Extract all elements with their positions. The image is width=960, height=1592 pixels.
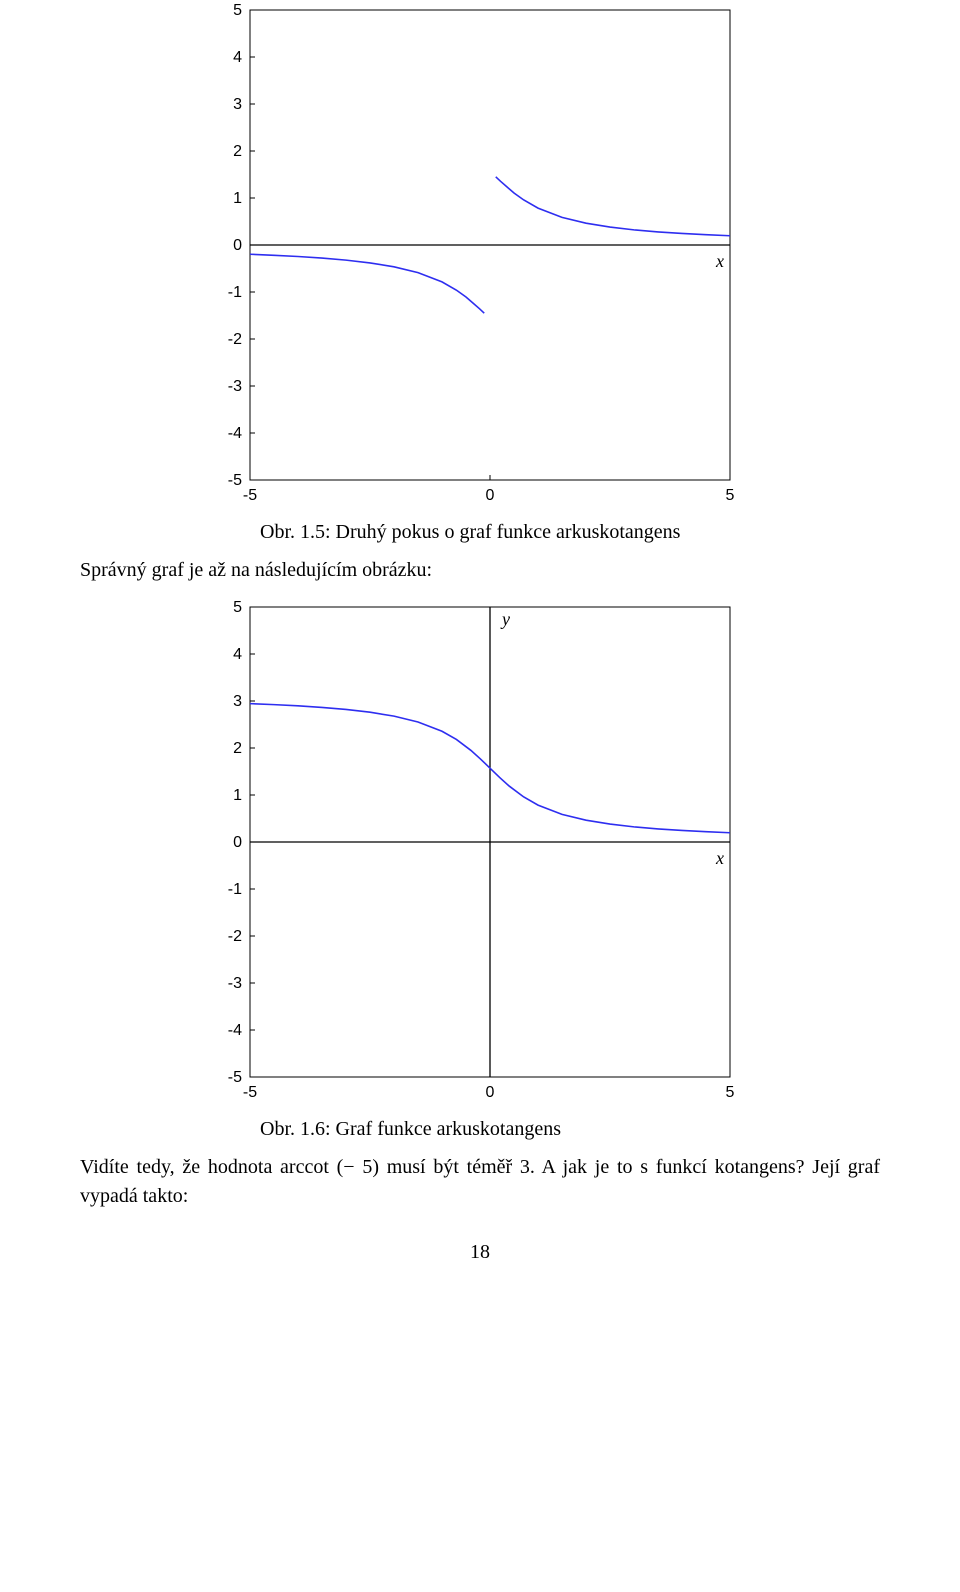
svg-text:4: 4 — [233, 49, 242, 66]
svg-text:1: 1 — [233, 190, 242, 207]
svg-text:3: 3 — [233, 693, 242, 710]
svg-text:-5: -5 — [243, 487, 257, 504]
svg-text:-5: -5 — [228, 472, 242, 489]
svg-text:5: 5 — [726, 1084, 735, 1101]
svg-text:0: 0 — [233, 834, 242, 851]
svg-text:5: 5 — [233, 2, 242, 19]
svg-text:x: x — [715, 251, 724, 271]
svg-text:2: 2 — [233, 143, 242, 160]
svg-text:-5: -5 — [243, 1084, 257, 1101]
svg-text:-3: -3 — [228, 378, 242, 395]
svg-text:-4: -4 — [228, 425, 242, 442]
svg-text:4: 4 — [233, 646, 242, 663]
chart-1: -5 -4 -3 -2 -1 0 1 2 3 4 5 -5 0 5 x — [200, 0, 760, 510]
svg-text:1: 1 — [233, 787, 242, 804]
figure-1-5-caption: Obr. 1.5: Druhý pokus o graf funkce arku… — [80, 521, 880, 544]
svg-text:-3: -3 — [228, 975, 242, 992]
chart-2-container: -5 -4 -3 -2 -1 0 1 2 3 4 5 -5 0 5 x y — [200, 597, 760, 1112]
svg-text:0: 0 — [486, 1084, 495, 1101]
svg-text:x: x — [715, 848, 724, 868]
svg-text:-5: -5 — [228, 1069, 242, 1086]
svg-text:3: 3 — [233, 96, 242, 113]
svg-text:2: 2 — [233, 740, 242, 757]
svg-text:0: 0 — [233, 237, 242, 254]
svg-text:-2: -2 — [228, 928, 242, 945]
svg-text:5: 5 — [726, 487, 735, 504]
svg-text:-1: -1 — [228, 284, 242, 301]
page-number: 18 — [80, 1241, 880, 1264]
svg-text:y: y — [500, 609, 510, 629]
mid-paragraph: Správný graf je až na následujícím obráz… — [80, 556, 880, 585]
svg-text:-4: -4 — [228, 1022, 242, 1039]
svg-text:-1: -1 — [228, 881, 242, 898]
svg-text:5: 5 — [233, 599, 242, 616]
chart-1-container: -5 -4 -3 -2 -1 0 1 2 3 4 5 -5 0 5 x — [200, 0, 760, 515]
body-text-before: Vidíte tedy, že hodnota arccot — [80, 1156, 329, 1178]
svg-text:0: 0 — [486, 487, 495, 504]
body-paragraph: Vidíte tedy, že hodnota arccot (− 5) mus… — [80, 1153, 880, 1211]
figure-1-6-caption: Obr. 1.6: Graf funkce arkuskotangens — [80, 1118, 880, 1141]
chart-2: -5 -4 -3 -2 -1 0 1 2 3 4 5 -5 0 5 x y — [200, 597, 760, 1107]
arccot-argument: (− 5) — [337, 1156, 379, 1178]
svg-text:-2: -2 — [228, 331, 242, 348]
